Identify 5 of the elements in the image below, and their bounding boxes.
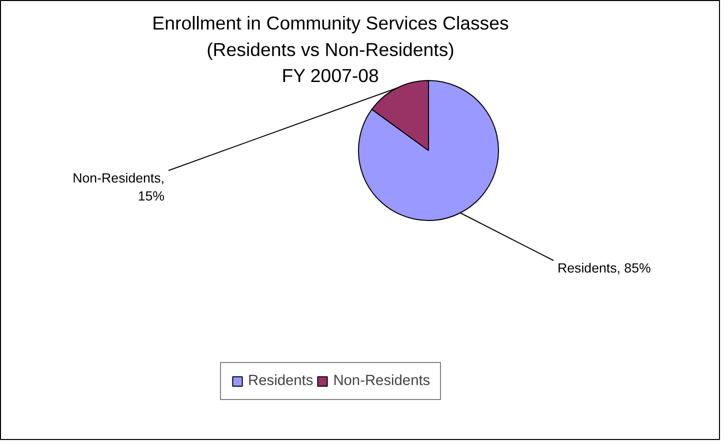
data-label: Residents, 85%: [558, 260, 651, 276]
legend-label: Residents: [248, 373, 314, 389]
data-label: Non-Residents, 15%: [72, 170, 165, 204]
chart-title: Enrollment in Community Services Classes (Residents vs Non-Residents) FY 2007-08: [152, 12, 509, 86]
legend-label: Non-Residents: [333, 373, 430, 389]
